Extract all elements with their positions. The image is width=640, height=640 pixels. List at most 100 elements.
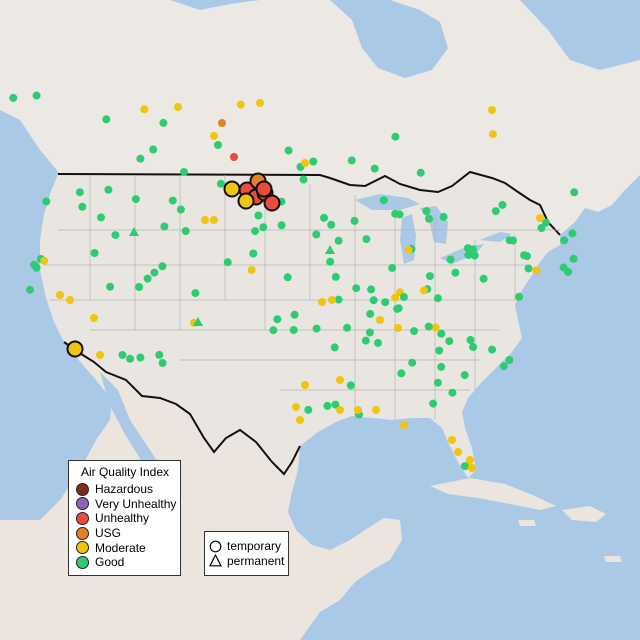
station-marker [454,448,462,456]
station-marker [90,249,99,257]
station-marker [104,185,113,194]
station-marker [323,401,332,410]
station-marker [309,157,318,166]
station-marker [422,207,431,216]
station-marker [40,256,49,265]
station-marker [370,164,379,173]
station-marker [362,235,371,244]
station-marker [78,202,87,211]
station-marker [372,406,380,414]
station-marker [347,156,356,165]
station-marker [425,272,434,281]
station-marker [149,145,158,154]
legend-label: Unhealthy [95,511,150,526]
station-marker [334,236,343,245]
station-marker [32,263,41,272]
station-marker [326,257,335,266]
station-marker [439,212,448,221]
station-marker [299,175,308,184]
puerto-rico-land [604,556,622,562]
station-marker [451,268,460,277]
legend-label: Very Unhealthy [95,496,177,511]
station-marker [254,211,263,220]
station-marker [374,338,382,347]
station-marker [408,358,417,367]
station-marker [301,381,309,389]
station-marker [318,298,326,306]
station-marker [367,285,376,294]
station-marker [334,295,343,304]
station-marker [136,154,145,163]
station-marker [437,362,446,371]
station-marker [336,376,344,384]
station-marker [536,214,544,222]
station-marker [312,324,321,333]
station-marker [223,180,241,198]
station-marker [569,254,578,263]
station-marker [460,371,469,380]
legend-item-temporary: temporary [209,539,284,554]
station-marker [283,273,292,282]
legend-item-very-unhealthy: Very Unhealthy [76,496,177,512]
station-marker [66,296,74,304]
station-marker [464,251,473,260]
station-marker [379,196,388,205]
station-marker [97,213,105,222]
station-marker [191,289,200,298]
station-marker [301,159,309,167]
legend-item-permanent: permanent [209,554,284,569]
us-border-line [57,170,561,476]
station-marker [129,227,139,236]
station-marker [223,258,232,267]
aqi-legend: Air Quality Index Hazardous Very Unhealt… [68,460,181,576]
legend-item-usg: USG [76,526,174,541]
station-marker [469,245,477,254]
station-marker [176,205,185,214]
station-marker [263,194,281,212]
station-marker [397,369,406,378]
station-marker [470,251,479,260]
station-marker [181,227,190,235]
station-marker [509,236,517,245]
legend-item-unhealthy: Unhealthy [76,511,174,526]
station-marker [9,93,18,102]
good-swatch [76,555,89,569]
unhealthy-swatch [76,511,89,525]
station-marker [90,314,98,322]
station-marker [102,115,111,124]
station-marker [26,285,34,294]
station-marker [433,378,442,387]
legend-label: Moderate [95,540,146,555]
station-marker [354,406,362,414]
station-marker [515,292,524,301]
station-marker [158,262,167,271]
station-marker [304,405,313,414]
station-marker [564,267,573,276]
station-marker [296,416,304,424]
station-marker [542,218,550,227]
station-marker [180,168,188,176]
station-marker [237,192,255,210]
station-marker [394,324,402,332]
station-marker [560,236,569,245]
station-marker [158,359,167,367]
station-marker [290,310,299,319]
station-marker [42,197,51,206]
legend-item-good: Good [76,555,174,570]
station-marker [56,291,64,299]
arctic-water [170,0,640,70]
legend-label: permanent [227,553,285,568]
station-marker [399,293,408,301]
station-marker [247,266,256,274]
station-marker [259,223,268,232]
station-marker [331,272,340,281]
station-marker [366,309,375,318]
station-marker [505,356,514,364]
station-marker [343,323,352,332]
station-marker [391,209,400,218]
station-type-legend: temporary permanent [204,531,289,576]
station-marker [249,249,258,258]
station-marker [479,274,488,283]
station-marker [106,282,115,291]
moderate-swatch [76,541,89,555]
